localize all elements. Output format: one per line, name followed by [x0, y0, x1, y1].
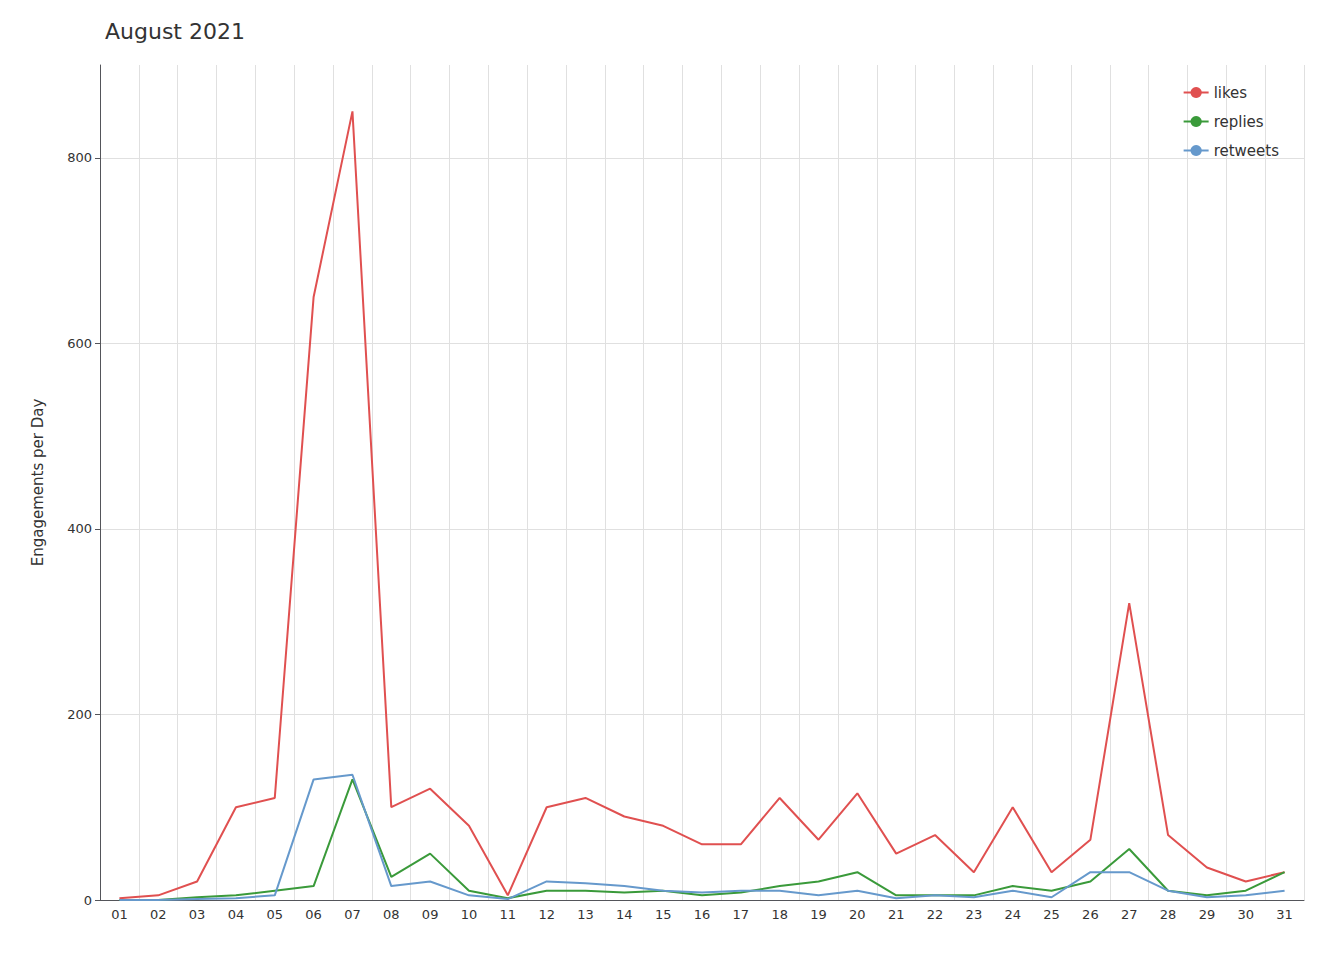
svg-text:04: 04: [228, 907, 245, 922]
svg-text:600: 600: [67, 336, 92, 351]
svg-text:12: 12: [538, 907, 555, 922]
svg-text:26: 26: [1082, 907, 1099, 922]
svg-text:August 2021: August 2021: [105, 19, 245, 44]
svg-text:10: 10: [461, 907, 478, 922]
svg-text:400: 400: [67, 521, 92, 536]
svg-text:Engagements per Day: Engagements per Day: [29, 399, 47, 567]
svg-text:01: 01: [111, 907, 128, 922]
svg-text:07: 07: [344, 907, 361, 922]
svg-text:17: 17: [733, 907, 750, 922]
svg-text:31: 31: [1276, 907, 1293, 922]
svg-text:06: 06: [305, 907, 322, 922]
svg-text:30: 30: [1237, 907, 1254, 922]
svg-text:18: 18: [771, 907, 788, 922]
svg-text:0: 0: [84, 893, 92, 908]
svg-text:27: 27: [1121, 907, 1138, 922]
svg-text:200: 200: [67, 707, 92, 722]
svg-text:21: 21: [888, 907, 905, 922]
svg-text:14: 14: [616, 907, 633, 922]
svg-text:likes: likes: [1214, 84, 1248, 102]
svg-text:13: 13: [577, 907, 594, 922]
svg-text:15: 15: [655, 907, 672, 922]
svg-text:08: 08: [383, 907, 400, 922]
svg-text:11: 11: [500, 907, 517, 922]
svg-text:20: 20: [849, 907, 866, 922]
svg-text:03: 03: [189, 907, 206, 922]
svg-text:800: 800: [67, 150, 92, 165]
svg-text:09: 09: [422, 907, 439, 922]
svg-text:retweets: retweets: [1214, 142, 1280, 160]
svg-text:05: 05: [267, 907, 284, 922]
svg-text:16: 16: [694, 907, 711, 922]
svg-text:23: 23: [966, 907, 983, 922]
svg-text:02: 02: [150, 907, 167, 922]
svg-text:replies: replies: [1214, 113, 1264, 131]
svg-text:24: 24: [1004, 907, 1021, 922]
svg-text:22: 22: [927, 907, 944, 922]
svg-text:19: 19: [810, 907, 827, 922]
svg-text:28: 28: [1160, 907, 1177, 922]
svg-text:29: 29: [1199, 907, 1216, 922]
svg-text:25: 25: [1043, 907, 1060, 922]
